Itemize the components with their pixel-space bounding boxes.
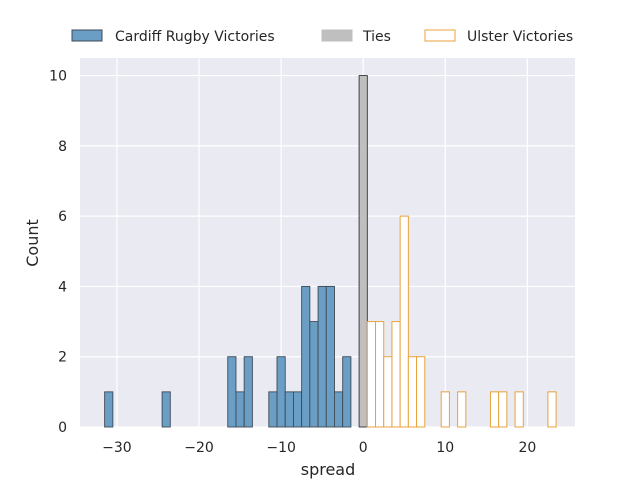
bar-cardiff bbox=[292, 391, 303, 428]
y-axis-label: Count bbox=[23, 219, 42, 267]
bar-cardiff bbox=[325, 285, 335, 428]
legend-swatch-ulster bbox=[424, 29, 456, 42]
bar-cardiff bbox=[276, 356, 286, 428]
bar-cardiff bbox=[317, 285, 327, 428]
x-tick-labels: −30 −20 −10 0 10 20 bbox=[102, 440, 536, 456]
bar-ulster bbox=[514, 391, 524, 428]
y-tick-labels: 0 2 4 6 8 10 bbox=[49, 69, 67, 436]
x-tick-label: 20 bbox=[518, 440, 536, 456]
x-tick-label: 10 bbox=[436, 440, 454, 456]
bar-cardiff bbox=[227, 356, 237, 428]
bar-ulster bbox=[366, 321, 377, 428]
bar-cardiff bbox=[309, 321, 319, 428]
legend: Cardiff Rugby Victories Ties Ulster Vict… bbox=[71, 29, 573, 45]
y-tick-label: 10 bbox=[49, 69, 67, 85]
legend-swatch-cardiff bbox=[71, 29, 103, 42]
x-tick-label: −30 bbox=[102, 440, 132, 456]
x-tick-label: −10 bbox=[266, 440, 296, 456]
bar-ulster bbox=[391, 321, 401, 428]
bar-ulster bbox=[407, 356, 418, 428]
bar-cardiff bbox=[284, 391, 294, 428]
bar-cardiff bbox=[268, 391, 278, 428]
legend-swatch-ties bbox=[321, 29, 353, 42]
legend-label-ulster: Ulster Victories bbox=[467, 29, 573, 45]
bar-cardiff bbox=[342, 356, 352, 428]
bar-cardiff bbox=[243, 356, 253, 428]
y-tick-label: 2 bbox=[58, 350, 67, 366]
bar-cardiff bbox=[301, 285, 311, 428]
y-tick-label: 4 bbox=[58, 279, 67, 295]
x-tick-label: −20 bbox=[184, 440, 214, 456]
bar-ulster bbox=[457, 391, 467, 428]
bar-ulster bbox=[375, 321, 385, 428]
bars bbox=[104, 75, 557, 428]
bar-cardiff bbox=[235, 391, 245, 428]
bar-ulster bbox=[498, 391, 508, 428]
y-tick-label: 6 bbox=[58, 209, 67, 225]
legend-label-cardiff: Cardiff Rugby Victories bbox=[115, 29, 275, 45]
bar-ulster bbox=[547, 391, 557, 428]
x-axis-label: spread bbox=[301, 460, 356, 479]
legend-label-ties: Ties bbox=[362, 29, 391, 45]
x-tick-label: 0 bbox=[359, 440, 368, 456]
grid-lines bbox=[80, 58, 575, 428]
y-tick-label: 8 bbox=[58, 139, 67, 155]
y-tick-label: 0 bbox=[58, 420, 67, 436]
bar-ulster bbox=[489, 391, 500, 428]
bar-ulster bbox=[399, 215, 409, 428]
bar-ulster bbox=[440, 391, 450, 428]
bar-ties bbox=[358, 75, 368, 428]
bar-cardiff bbox=[161, 391, 171, 428]
bar-cardiff bbox=[104, 391, 114, 428]
bar-ulster bbox=[416, 356, 426, 428]
bar-cardiff bbox=[334, 391, 344, 428]
bar-ulster bbox=[383, 356, 393, 428]
